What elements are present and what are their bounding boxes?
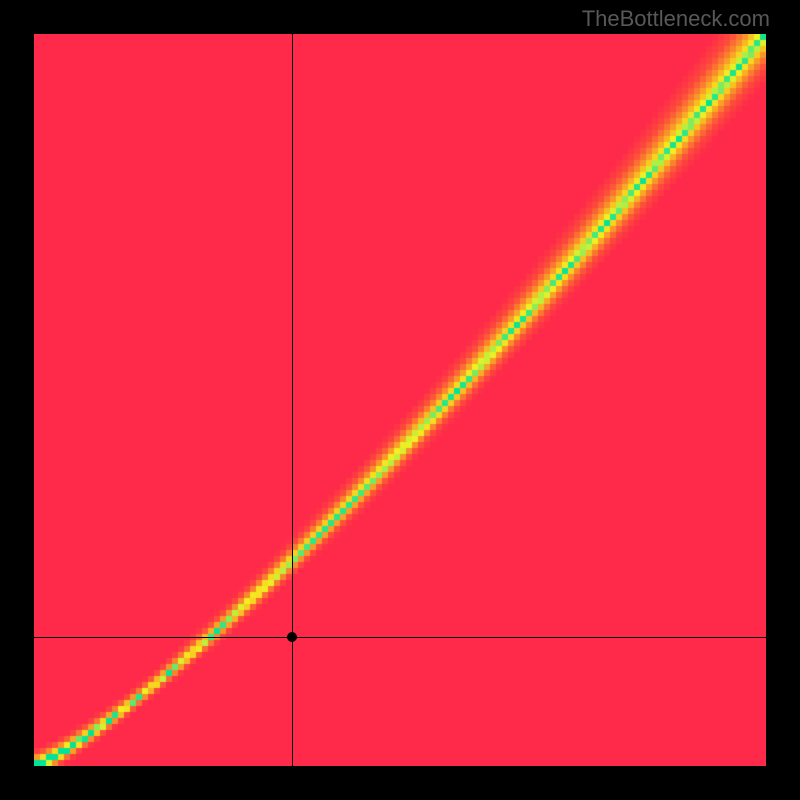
chart-container: TheBottleneck.com bbox=[0, 0, 800, 800]
bottleneck-point bbox=[287, 632, 297, 642]
crosshair-vertical bbox=[292, 34, 293, 766]
crosshair-horizontal bbox=[34, 637, 766, 638]
watermark-text: TheBottleneck.com bbox=[582, 6, 770, 32]
heatmap-plot bbox=[34, 34, 766, 766]
heatmap-canvas bbox=[34, 34, 766, 766]
